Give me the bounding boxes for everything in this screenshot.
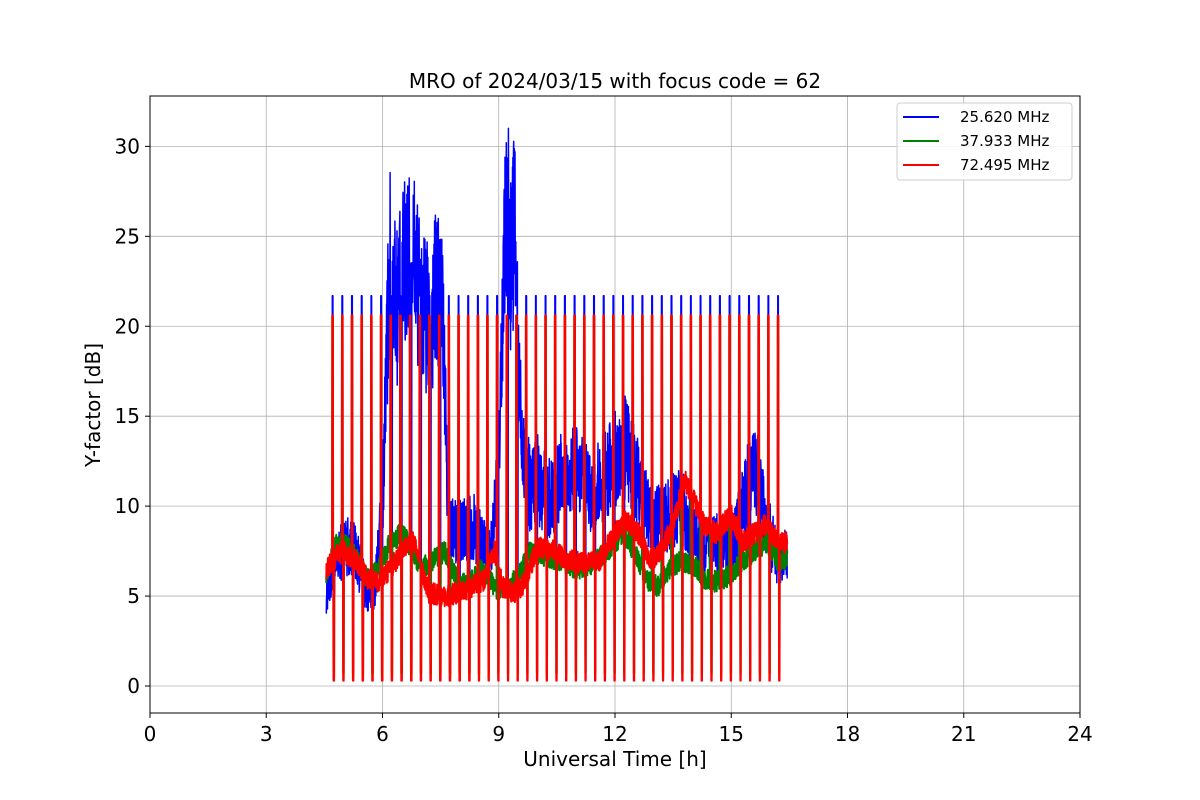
y-tick-label: 30 <box>115 134 140 158</box>
y-tick-label: 0 <box>127 674 140 698</box>
y-tick-label: 10 <box>115 494 140 518</box>
x-tick-label: 9 <box>492 722 505 746</box>
x-tick-label: 0 <box>144 722 157 746</box>
plot-area <box>325 127 789 682</box>
x-tick-label: 21 <box>951 722 976 746</box>
x-tick-label: 18 <box>835 722 860 746</box>
y-tick-label: 25 <box>115 224 140 248</box>
chart-title: MRO of 2024/03/15 with focus code = 62 <box>409 69 821 93</box>
x-tick-label: 6 <box>376 722 389 746</box>
legend: 25.620 MHz 37.933 MHz 72.495 MHz <box>896 102 1073 181</box>
x-tick-label: 3 <box>260 722 273 746</box>
legend-label-1: 25.620 MHz <box>960 108 1049 126</box>
x-tick-label: 12 <box>602 722 627 746</box>
y-axis-label: Y-factor [dB] <box>81 343 105 468</box>
y-axis: 0 5 10 15 20 25 30 <box>115 134 150 698</box>
x-axis: 0 3 6 9 12 15 18 21 24 <box>144 713 1093 746</box>
legend-label-2: 37.933 MHz <box>960 132 1049 150</box>
legend-box <box>896 102 1073 181</box>
series-line-3 <box>325 314 789 682</box>
x-axis-label: Universal Time [h] <box>523 747 706 771</box>
y-tick-label: 5 <box>127 584 140 608</box>
y-tick-label: 20 <box>115 314 140 338</box>
x-tick-label: 15 <box>719 722 744 746</box>
x-tick-label: 24 <box>1067 722 1092 746</box>
legend-label-3: 72.495 MHz <box>960 156 1049 174</box>
y-tick-label: 15 <box>115 404 140 428</box>
